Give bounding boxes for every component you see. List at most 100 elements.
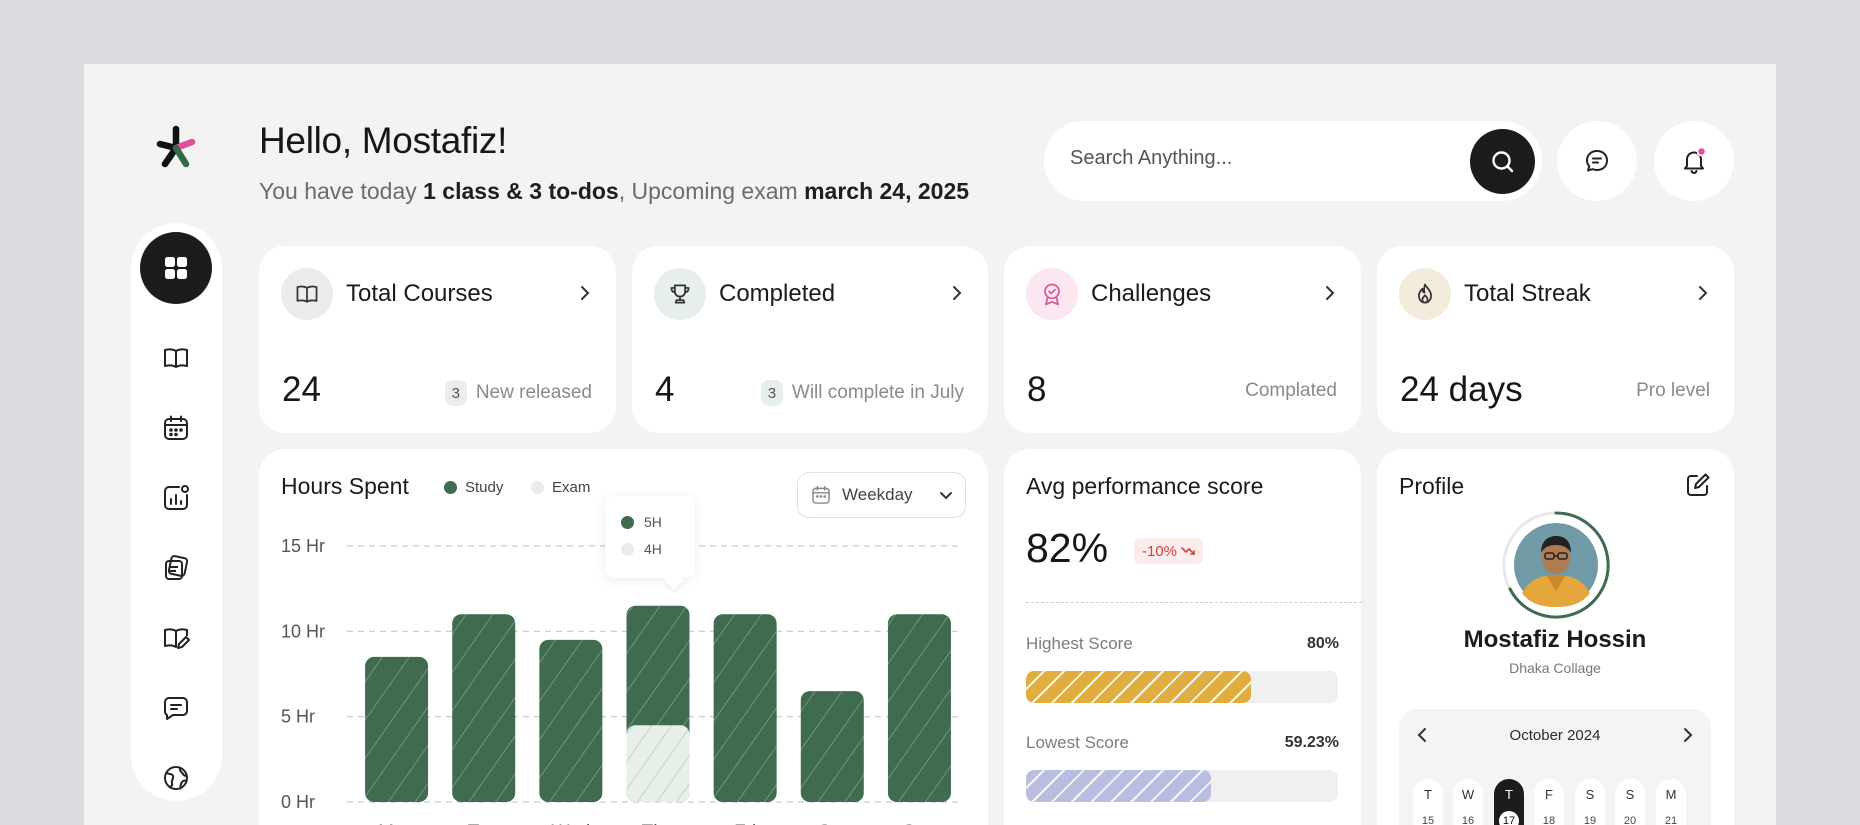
highest-score-fill bbox=[1026, 671, 1251, 703]
award-icon bbox=[1044, 283, 1060, 306]
hours-title: Hours Spent bbox=[281, 473, 409, 499]
notifications-button[interactable] bbox=[1654, 121, 1734, 201]
note-badge: 3 bbox=[444, 380, 467, 406]
chevron-right-icon[interactable] bbox=[950, 282, 964, 304]
stat-icon-wrap bbox=[1399, 268, 1451, 320]
book-icon bbox=[296, 285, 318, 303]
change-value: -10% bbox=[1142, 542, 1178, 560]
chevron-right-icon[interactable] bbox=[578, 282, 592, 304]
message-icon bbox=[1586, 150, 1608, 172]
nav-notes[interactable] bbox=[140, 608, 212, 668]
x-tick-label: Fri bbox=[734, 822, 756, 825]
bar-study-tue[interactable] bbox=[452, 614, 516, 802]
dashboard-icon bbox=[165, 257, 187, 279]
divider bbox=[1026, 602, 1362, 603]
bar-study-sat[interactable] bbox=[800, 691, 864, 802]
tooltip-dot bbox=[621, 515, 634, 529]
trend-down-icon bbox=[1181, 547, 1195, 555]
globe-icon bbox=[164, 766, 188, 790]
day-number: 19 bbox=[1583, 815, 1597, 825]
bar-study-wed[interactable] bbox=[539, 639, 603, 802]
stat-icon-wrap bbox=[1026, 268, 1078, 320]
nav-explore[interactable] bbox=[140, 748, 212, 808]
bar-study-fri[interactable] bbox=[713, 614, 777, 802]
calendar-day[interactable]: S 20 bbox=[1615, 779, 1645, 825]
search-button[interactable] bbox=[1470, 129, 1535, 194]
performance-card: Avg performance score 82% -10% Highest S… bbox=[1004, 449, 1362, 825]
chevron-right-icon[interactable] bbox=[1696, 282, 1710, 304]
highest-score-value: 80% bbox=[1306, 635, 1339, 652]
todo-count: 3 to-dos bbox=[529, 178, 619, 204]
search-input[interactable] bbox=[1070, 147, 1430, 170]
calendar-day[interactable]: T 15 bbox=[1413, 779, 1443, 825]
stat-note-text: Pro level bbox=[1636, 380, 1710, 401]
calendar-icon bbox=[812, 485, 830, 504]
day-letter: F bbox=[1545, 787, 1553, 802]
day-number: 17 bbox=[1499, 811, 1519, 825]
profile-org: Dhaka Collage bbox=[1509, 660, 1601, 676]
nav-courses[interactable] bbox=[140, 328, 212, 388]
lowest-score-bar bbox=[1026, 770, 1338, 802]
bar-study-sun[interactable] bbox=[887, 614, 951, 802]
class-count: 1 class bbox=[423, 178, 500, 204]
calendar-day[interactable]: W 16 bbox=[1453, 779, 1483, 825]
day-letter: T bbox=[1424, 787, 1432, 802]
y-tick-label: 10 Hr bbox=[281, 621, 325, 641]
chart-tooltip: 5H 4H bbox=[605, 496, 695, 590]
day-number: 15 bbox=[1421, 815, 1435, 825]
calendar-day-selected[interactable]: T 17 bbox=[1494, 779, 1524, 825]
stat-card-total-courses[interactable]: Total Courses 24 3 New released bbox=[259, 246, 616, 433]
stat-title: Total Courses bbox=[346, 280, 493, 307]
greeting-text-exam: , Upcoming exam bbox=[618, 178, 805, 204]
messages-button[interactable] bbox=[1557, 121, 1637, 201]
legend-dot bbox=[444, 481, 457, 494]
hours-spent-card: Hours Spent Study Exam Weekday 0 Hr 5 Hr 1… bbox=[259, 449, 988, 825]
stat-value: 24 days bbox=[1400, 370, 1523, 409]
calendar-icon bbox=[164, 415, 188, 440]
stat-note: 3 Will complete in July bbox=[760, 380, 964, 406]
nav-calendar[interactable] bbox=[140, 398, 212, 458]
x-tick-label: Sun bbox=[903, 822, 937, 825]
chevron-right-icon[interactable] bbox=[1323, 282, 1337, 304]
legend-dot bbox=[531, 481, 544, 494]
trophy-icon bbox=[670, 284, 690, 304]
nav-cards[interactable] bbox=[140, 538, 212, 598]
bar-exam-thu[interactable] bbox=[626, 725, 690, 802]
calendar-month: October 2024 bbox=[1509, 727, 1601, 744]
day-letter: S bbox=[1585, 787, 1595, 802]
edit-icon[interactable] bbox=[1684, 471, 1712, 499]
lowest-score-label: Lowest Score bbox=[1026, 733, 1129, 752]
stat-note-text: Complated bbox=[1245, 380, 1337, 401]
stat-card-total-streak[interactable]: Total Streak 24 days Pro level bbox=[1377, 246, 1734, 433]
period-dropdown[interactable]: Weekday bbox=[797, 472, 966, 518]
greeting-subtitle: You have today 1 class & 3 to-dos, Upcom… bbox=[259, 178, 969, 205]
tooltip-exam-value: 4H bbox=[644, 541, 662, 557]
calendar-day[interactable]: F 18 bbox=[1534, 779, 1564, 825]
chevron-right-icon[interactable] bbox=[1679, 725, 1697, 745]
search-icon bbox=[1491, 150, 1513, 172]
flame-icon bbox=[1418, 283, 1432, 304]
stat-value: 24 bbox=[282, 370, 321, 409]
profile-card: Profile Mostafiz Hossin Dhaka Collage Oc… bbox=[1377, 449, 1734, 825]
stat-value: 8 bbox=[1027, 370, 1047, 409]
day-letter: T bbox=[1505, 787, 1513, 802]
nav-reports[interactable] bbox=[140, 468, 212, 528]
x-tick-label: Mon bbox=[378, 822, 415, 825]
dropdown-value: Weekday bbox=[842, 485, 913, 504]
y-tick-label: 5 Hr bbox=[281, 707, 315, 727]
calendar-day[interactable]: S 19 bbox=[1575, 779, 1605, 825]
y-tick-label: 0 Hr bbox=[281, 792, 315, 812]
stat-note: 3 New released bbox=[444, 380, 592, 406]
stat-card-completed[interactable]: Completed 4 3 Will complete in July bbox=[632, 246, 988, 433]
stat-card-challenges[interactable]: Challenges 8 Complated bbox=[1004, 246, 1361, 433]
bar-study-mon[interactable] bbox=[365, 656, 429, 802]
tooltip-exam: 4H bbox=[621, 541, 662, 557]
stat-note-text: New released bbox=[475, 382, 592, 403]
tooltip-dot bbox=[621, 542, 634, 556]
nav-dashboard[interactable] bbox=[140, 232, 212, 304]
report-icon bbox=[164, 485, 189, 510]
note-badge: 3 bbox=[760, 380, 783, 406]
nav-chat[interactable] bbox=[140, 678, 212, 738]
chevron-left-icon[interactable] bbox=[1413, 725, 1431, 745]
calendar-day[interactable]: M 21 bbox=[1656, 779, 1686, 825]
